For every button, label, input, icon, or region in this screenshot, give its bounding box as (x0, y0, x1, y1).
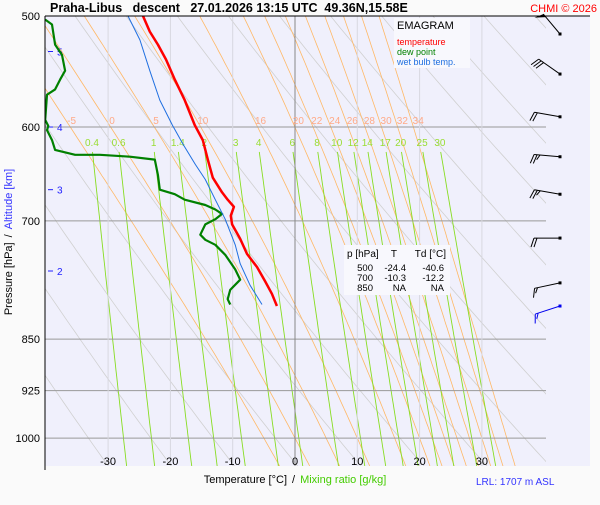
pressure-tick-label: 500 (22, 11, 40, 23)
chart-title: Praha-Libus descent 27.01.2026 13:15 UTC… (50, 1, 408, 15)
moist-adiabat-label: 34 (413, 116, 425, 127)
y-axis-label-sep: / (3, 233, 15, 237)
moist-adiabat-label: 16 (255, 116, 267, 127)
table-header-t: T (391, 249, 397, 260)
temperature-tick-label: 10 (351, 456, 363, 468)
legend-dew-point: dew point (397, 47, 436, 57)
y-axis-label-pressure: Pressure [hPa] (3, 242, 15, 315)
table-header-td: Td [°C] (415, 249, 446, 260)
table-cell: NA (431, 283, 445, 294)
moist-adiabat-label: 5 (153, 116, 159, 127)
y-axis-label: Pressure [hPa] / Altitude [km] (3, 169, 15, 315)
mixing-ratio-label: 25 (417, 138, 429, 149)
altitude-tick-label: 4 (57, 123, 63, 134)
moist-adiabat-label: 32 (397, 116, 409, 127)
mixing-ratio-label: 20 (395, 138, 407, 149)
legend-wet-bulb: wet bulb temp. (396, 57, 456, 67)
mixing-ratio-label: 8 (314, 138, 320, 149)
mixing-ratio-label: 17 (380, 138, 392, 149)
mixing-ratio-label: 4 (256, 138, 262, 149)
x-axis-label-temperature: Temperature [°C] (204, 474, 287, 486)
moist-adiabat-label: 20 (293, 116, 305, 127)
mixing-ratio-label: 6 (290, 138, 296, 149)
table-cell: 850 (357, 283, 373, 294)
y-axis-label-altitude: Altitude [km] (3, 169, 15, 230)
mixing-ratio-label: 30 (434, 138, 446, 149)
x-axis-label-sep: / (292, 474, 296, 486)
pressure-tick-label: 600 (22, 122, 40, 134)
legend-temperature: temperature (397, 37, 446, 47)
moist-adiabat-label: 0 (109, 116, 115, 127)
moist-adiabat-label: 22 (311, 116, 323, 127)
mixing-ratio-label: 3 (233, 138, 239, 149)
moist-adiabat-label: 24 (329, 116, 341, 127)
copyright: CHMI © 2026 (530, 3, 597, 15)
table-header-p: p [hPa] (347, 249, 379, 260)
x-axis-label-mixing: Mixing ratio [g/kg] (300, 474, 386, 486)
moist-adiabat-label: 26 (347, 116, 359, 127)
pressure-tick-label: 700 (22, 216, 40, 228)
temperature-tick-label: -10 (225, 456, 241, 468)
value-table: p [hPa] T Td [°C] 500 -24.4 -40.6 700 -1… (344, 245, 450, 295)
mixing-ratio-label: 0.6 (112, 138, 126, 149)
moist-adiabat-label: -5 (67, 116, 76, 127)
temperature-tick-label: 0 (292, 456, 298, 468)
pressure-tick-label: 925 (22, 386, 40, 398)
temperature-tick-label: 30 (476, 456, 488, 468)
mixing-ratio-label: 1 (151, 138, 157, 149)
temperature-tick-label: 20 (413, 456, 425, 468)
moist-adiabat-label: 10 (197, 116, 209, 127)
mixing-ratio-label: 12 (348, 138, 360, 149)
pressure-tick-label: 1000 (16, 433, 40, 445)
moist-adiabat-label: 30 (381, 116, 393, 127)
diagram-label: EMAGRAM (397, 20, 454, 32)
altitude-tick-label: 3 (57, 186, 63, 197)
temperature-tick-label: -20 (162, 456, 178, 468)
x-axis-label: Temperature [°C] / Mixing ratio [g/kg] (204, 474, 387, 486)
lrl-label: LRL: 1707 m ASL (476, 477, 555, 488)
temperature-tick-label: -30 (100, 456, 116, 468)
table-cell: NA (393, 283, 407, 294)
mixing-ratio-label: 10 (331, 138, 343, 149)
mixing-ratio-label: 0.4 (85, 138, 99, 149)
pressure-tick-label: 850 (22, 334, 40, 346)
moist-adiabat-label: 28 (364, 116, 376, 127)
altitude-tick-label: 2 (57, 267, 63, 278)
mixing-ratio-label: 14 (362, 138, 374, 149)
